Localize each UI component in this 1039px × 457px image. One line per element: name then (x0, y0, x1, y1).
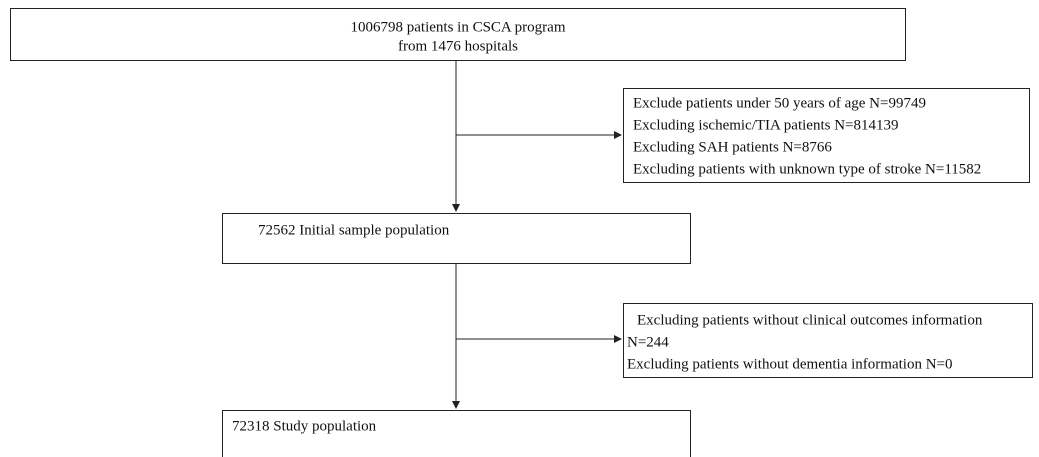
node-text: Exclude patients under 50 years of age N… (633, 95, 926, 111)
node-text: N=244 (627, 334, 669, 350)
node-text: Excluding patients without clinical outc… (637, 312, 983, 328)
node-text: 1006798 patients in CSCA program (351, 19, 566, 35)
node-box (10, 8, 906, 61)
node-text: 72318 Study population (232, 418, 377, 434)
exclusion-box (623, 303, 1033, 378)
node-box (222, 410, 691, 457)
node-text: Excluding patients without dementia info… (627, 356, 952, 372)
node-text: Excluding patients with unknown type of … (633, 161, 981, 177)
node-box (222, 213, 691, 264)
node-text: 72562 Initial sample population (258, 222, 450, 238)
exclusion-box (623, 88, 1030, 183)
node-text: Excluding ischemic/TIA patients N=814139 (633, 117, 899, 133)
node-text: from 1476 hospitals (398, 38, 518, 54)
node-text: Excluding SAH patients N=8766 (633, 139, 832, 155)
